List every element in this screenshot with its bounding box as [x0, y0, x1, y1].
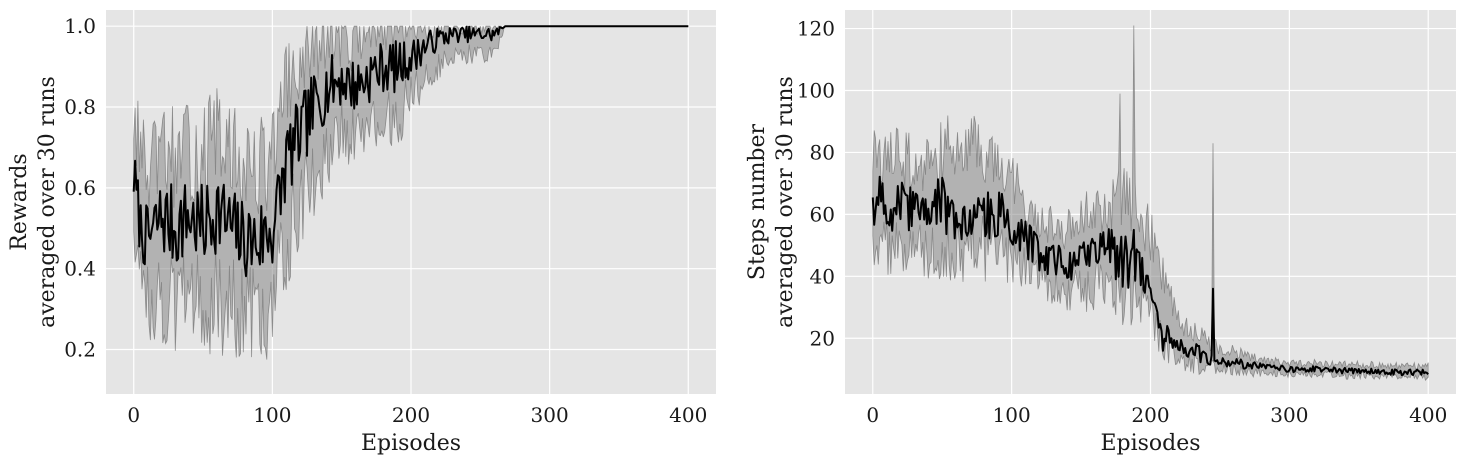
y-axis-label: Rewards	[7, 153, 32, 250]
y-tick-label: 60	[810, 202, 835, 226]
y-tick-label: 1.0	[64, 14, 96, 38]
y-tick-label: 40	[810, 264, 835, 288]
y-tick-label: 0.8	[64, 95, 96, 119]
y-tick-label: 120	[797, 17, 835, 41]
steps-chart: 0 100 200 300 400 20 40 60 80 100 120 Episodes Steps…	[745, 10, 1456, 456]
y-tick-label: 0.2	[64, 338, 96, 362]
x-tick-label: 100	[253, 403, 291, 427]
x-axis-label: Episodes	[1100, 431, 1200, 456]
y-axis-label: averaged over 30 runs	[35, 76, 60, 328]
x-tick-label: 400	[1409, 403, 1447, 427]
y-axis-label: averaged over 30 runs	[773, 76, 798, 328]
x-tick-label: 300	[1270, 403, 1308, 427]
x-tick-label: 100	[993, 403, 1031, 427]
x-tick-label: 200	[1131, 403, 1169, 427]
y-axis-label: Steps number	[745, 123, 770, 280]
x-tick-label: 400	[669, 403, 707, 427]
y-tick-label: 20	[810, 326, 835, 350]
y-tick-label: 80	[810, 140, 835, 164]
y-tick-label: 0.4	[64, 257, 96, 281]
x-tick-label: 0	[127, 403, 140, 427]
x-tick-label: 0	[866, 403, 879, 427]
rewards-chart: 0 100 200 300 400 0.2 0.4 0.6 0.8 1.0 Episodes Rewa…	[7, 10, 716, 456]
x-axis-label: Episodes	[361, 431, 461, 456]
mean-line	[871, 175, 1429, 377]
mean-line	[132, 25, 689, 278]
x-tick-label: 300	[531, 403, 569, 427]
y-tick-label: 100	[797, 79, 835, 103]
x-tick-label: 200	[392, 403, 430, 427]
y-tick-label: 0.6	[64, 176, 96, 200]
